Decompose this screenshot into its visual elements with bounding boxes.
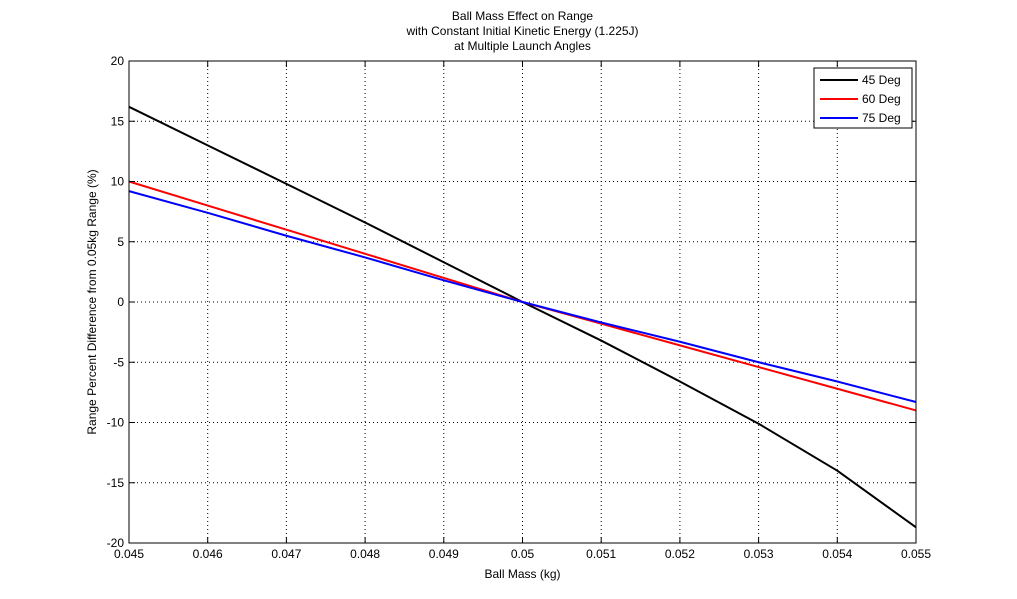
x-tick-label: 0.05: [511, 547, 535, 561]
y-tick-label: 15: [111, 114, 125, 128]
x-tick-label: 0.045: [114, 547, 144, 561]
chart-title-line: Ball Mass Effect on Range: [452, 9, 594, 23]
y-tick-label: 5: [117, 235, 124, 249]
x-tick-label: 0.048: [350, 547, 380, 561]
plot-series: [128, 105, 917, 529]
legend-entry-label: 45 Deg: [862, 73, 901, 87]
series-line-75-deg: [128, 190, 917, 403]
x-tick-label: 0.054: [822, 547, 852, 561]
y-tick-label: -10: [107, 416, 125, 430]
x-axis-label: Ball Mass (kg): [484, 567, 560, 581]
x-tick-label: 0.053: [744, 547, 774, 561]
x-tick-label: 0.047: [271, 547, 301, 561]
x-tick-label: 0.051: [586, 547, 616, 561]
legend: 45 Deg 60 Deg 75 Deg: [813, 67, 913, 129]
x-tick-label: 0.052: [665, 547, 695, 561]
x-tick-label: 0.046: [193, 547, 223, 561]
x-tick-label: 0.049: [429, 547, 459, 561]
chart-title-line: at Multiple Launch Angles: [454, 39, 591, 53]
axes: 0.045 0.046 0.047 0.048 0.049 0.05 0.051 0.052 0…: [85, 54, 931, 581]
x-tick-label: 0.055: [901, 547, 931, 561]
y-tick-label: 0: [117, 295, 124, 309]
chart-title-line: with Constant Initial Kinetic Energy (1.…: [405, 24, 638, 38]
legend-entry-label: 75 Deg: [862, 111, 901, 125]
y-tick-label: -15: [107, 476, 125, 490]
legend-entry-label: 60 Deg: [862, 92, 901, 106]
y-tick-label: 20: [111, 54, 125, 68]
y-axis-label: Range Percent Difference from 0.05kg Ran…: [85, 169, 99, 434]
y-tick-label: 10: [111, 175, 125, 189]
y-tick-label: -20: [107, 536, 125, 550]
y-tick-label: -5: [113, 355, 124, 369]
